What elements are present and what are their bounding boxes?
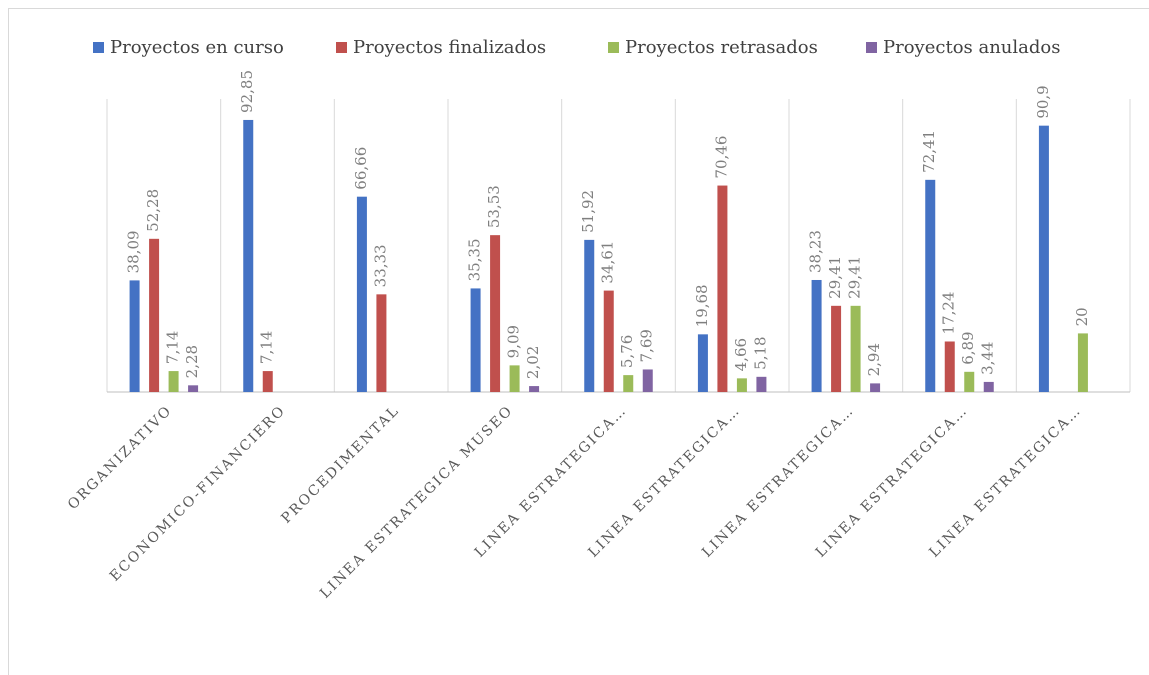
bar (129, 280, 140, 392)
data-label: 66,66 (352, 147, 370, 190)
data-label: 19,68 (693, 284, 711, 327)
bar (736, 378, 747, 392)
data-label: 5,76 (618, 335, 636, 368)
data-label: 5,18 (751, 336, 769, 369)
bar (168, 371, 179, 392)
x-tick-label: PROCEDIMENTAL (278, 402, 402, 526)
bar (470, 288, 481, 392)
bar (243, 119, 254, 393)
bar (870, 383, 881, 392)
data-label: 2,94 (865, 343, 883, 376)
bar (944, 341, 955, 392)
data-label: 2,28 (183, 345, 201, 378)
data-label: 35,35 (466, 238, 484, 281)
data-label: 90,9 (1034, 85, 1052, 118)
bar (925, 179, 936, 392)
bar (376, 294, 387, 392)
data-label: 9,09 (505, 325, 523, 358)
bar (188, 385, 199, 392)
bar (831, 305, 842, 392)
data-label: 33,33 (371, 244, 389, 287)
data-label: 7,69 (638, 329, 656, 362)
data-label: 17,24 (940, 292, 958, 335)
legend-swatch (866, 42, 877, 53)
data-label: 72,41 (920, 130, 938, 173)
bar (149, 238, 160, 392)
data-label: 51,92 (579, 190, 597, 233)
data-label: 53,53 (485, 185, 503, 228)
bar (964, 371, 975, 392)
x-tick-label: ORGANIZATIVO (65, 402, 176, 513)
data-label: 38,09 (125, 230, 143, 273)
data-label: 7,14 (164, 331, 182, 364)
bar (509, 365, 520, 392)
x-tick-label: LINEA ESTRATEGICA MUSEO (317, 402, 516, 601)
bar (811, 279, 822, 392)
data-label: 4,66 (732, 338, 750, 371)
bar (584, 239, 595, 392)
data-label: 6,89 (959, 331, 977, 364)
legend-label: Proyectos retrasados (625, 37, 818, 58)
bar (623, 375, 634, 392)
data-label: 20 (1073, 307, 1091, 326)
legend-label: Proyectos finalizados (353, 37, 546, 58)
x-tick-label: ECONOMICO-FINANCIERO (107, 402, 289, 584)
bar (262, 371, 273, 392)
data-label: 92,85 (238, 70, 256, 113)
bar (850, 305, 861, 392)
bar (642, 369, 653, 392)
data-label: 29,41 (846, 256, 864, 299)
legend-label: Proyectos anulados (883, 37, 1061, 58)
bar (529, 386, 540, 392)
chart-frame (8, 8, 1149, 675)
data-label: 70,46 (712, 136, 730, 179)
legend-swatch (336, 42, 347, 53)
data-label: 38,23 (807, 230, 825, 273)
bar (1038, 125, 1049, 393)
bar (717, 185, 728, 392)
bar (756, 376, 767, 392)
bar (697, 334, 708, 392)
data-label: 52,28 (144, 189, 162, 232)
bar (490, 235, 501, 392)
data-label: 3,44 (979, 342, 997, 375)
legend-swatch (608, 42, 619, 53)
legend-swatch (93, 42, 104, 53)
bar (983, 381, 994, 392)
data-label: 29,41 (826, 256, 844, 299)
bar (603, 290, 614, 392)
data-label: 34,61 (599, 241, 617, 284)
data-label: 7,14 (258, 331, 276, 364)
bar (356, 196, 367, 392)
bar (1077, 333, 1088, 392)
legend-label: Proyectos en curso (110, 37, 284, 58)
data-label: 2,02 (524, 346, 542, 379)
